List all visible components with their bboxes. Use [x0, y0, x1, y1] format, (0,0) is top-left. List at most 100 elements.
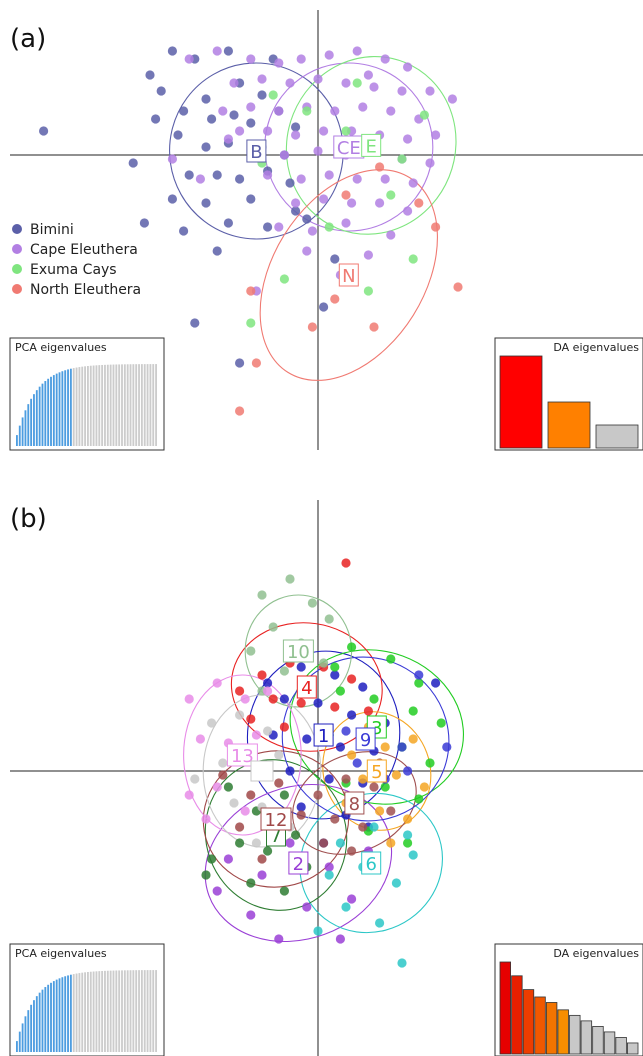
pca-eigenvalue-bar	[89, 365, 92, 446]
data-point	[403, 206, 413, 216]
data-point	[330, 702, 340, 712]
data-point	[414, 794, 424, 804]
data-point	[190, 318, 200, 328]
pca-eigenvalue-bar	[106, 970, 109, 1052]
pca-eigenvalue-bar	[89, 971, 92, 1052]
group-label: 12	[265, 810, 288, 831]
pca-eigenvalue-bar	[95, 971, 98, 1052]
data-point	[386, 106, 396, 116]
data-point	[341, 218, 351, 228]
data-point	[257, 854, 267, 864]
da-eigenvalue-bar	[603, 1031, 616, 1055]
data-point	[235, 838, 245, 848]
data-point	[251, 730, 261, 740]
legend-marker	[12, 264, 22, 274]
data-point	[285, 838, 295, 848]
pca-eigenvalue-bar	[44, 987, 47, 1052]
pca-eigenvalue-bar	[72, 368, 75, 446]
data-point	[268, 90, 278, 100]
data-point	[375, 198, 385, 208]
group-label-box	[361, 133, 382, 157]
data-point	[302, 214, 312, 224]
da-eigenvalue-bar	[569, 1014, 581, 1055]
data-point	[397, 742, 407, 752]
data-point	[341, 190, 351, 200]
data-point	[212, 246, 222, 256]
pca-eigenvalue-bar	[121, 970, 123, 1052]
data-point	[369, 782, 379, 792]
data-point	[408, 734, 418, 744]
da-eigenvalue-bar	[580, 1020, 593, 1055]
data-point	[403, 134, 413, 144]
da-eigenvalue-bar	[545, 1002, 558, 1055]
data-point	[235, 406, 245, 416]
legend-entry: North Eleuthera	[30, 282, 141, 298]
pca-eigenvalue-bar	[50, 982, 52, 1052]
data-point	[403, 830, 413, 840]
group-label-box	[344, 791, 365, 815]
data-point	[291, 198, 301, 208]
data-point	[330, 294, 340, 304]
data-point	[341, 902, 351, 912]
data-point	[285, 766, 295, 776]
group-label: 10	[287, 642, 310, 663]
pca-eigenvalue-bar	[118, 364, 121, 446]
data-point	[263, 686, 273, 696]
pca-eigenvalue-bar	[35, 996, 38, 1052]
data-point	[302, 246, 312, 256]
legend-marker	[12, 224, 22, 234]
pca-eigenvalue-bar	[81, 366, 84, 446]
data-point	[324, 50, 334, 60]
data-point	[352, 46, 362, 56]
data-point	[358, 774, 368, 784]
data-point	[319, 194, 329, 204]
data-point	[235, 126, 245, 136]
data-point	[324, 614, 334, 624]
pca-eigenvalue-bar	[143, 364, 146, 446]
data-point	[246, 910, 256, 920]
pca-eigenvalue-bar	[52, 981, 55, 1052]
data-point	[358, 822, 368, 832]
data-point	[408, 254, 418, 264]
data-point	[179, 226, 189, 236]
data-point	[201, 94, 211, 104]
inertia-ellipse-1	[204, 783, 393, 943]
pca-eigenvalue-bar	[33, 1000, 35, 1052]
pca-eigenvalue-bar	[64, 370, 67, 446]
data-point	[403, 62, 413, 72]
group-label: 3	[371, 718, 382, 739]
data-point	[195, 734, 205, 744]
data-point	[319, 126, 329, 136]
data-point	[212, 170, 222, 180]
pca-eigenvalue-bar	[92, 971, 95, 1052]
data-point	[296, 662, 306, 672]
data-point	[324, 170, 334, 180]
data-point	[179, 106, 189, 116]
pca-eigenvalue-bar	[149, 364, 152, 446]
pca-eigenvalue-bar	[27, 1010, 30, 1052]
data-point	[347, 750, 357, 760]
data-point	[212, 886, 222, 896]
data-point	[190, 774, 200, 784]
pca-eigenvalue-bar	[21, 1023, 24, 1052]
pca-inset-title: PCA eigenvalues	[15, 947, 107, 960]
data-point	[335, 934, 345, 944]
data-point	[167, 154, 177, 164]
data-point	[397, 958, 407, 968]
pca-eigenvalue-bar	[84, 366, 86, 446]
pca-eigenvalue-bar	[115, 364, 118, 446]
data-point	[274, 934, 284, 944]
data-point	[347, 642, 357, 652]
data-point	[425, 86, 435, 96]
pca-eigenvalue-bar	[69, 368, 72, 446]
data-point	[291, 130, 301, 140]
data-point	[139, 218, 149, 228]
pca-eigenvalue-bar	[146, 970, 149, 1052]
data-point	[425, 758, 435, 768]
data-point	[229, 78, 239, 88]
data-point	[419, 110, 429, 120]
data-point	[201, 142, 211, 152]
pca-eigenvalue-bar	[152, 364, 155, 446]
pca-eigenvalue-bar	[72, 974, 75, 1052]
